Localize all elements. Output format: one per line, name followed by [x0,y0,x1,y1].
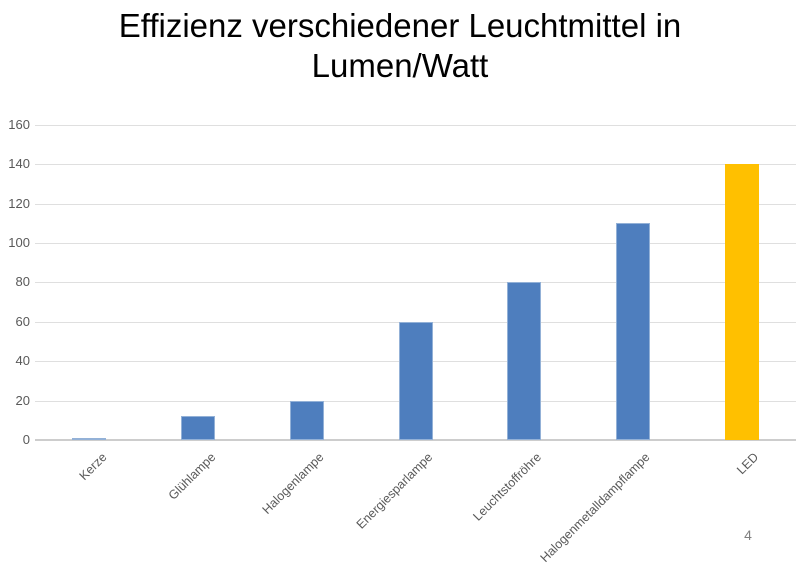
bar-led [724,164,759,440]
gridline-y120 [35,203,796,205]
y-tick-label-0: 0 [22,432,30,447]
y-tick-label-140: 140 [8,156,30,172]
x-category-label-leuchtstoffröhre: Leuchtstoffröhre [470,450,545,524]
y-tick-label-120: 120 [8,195,30,211]
page-number: 4 [744,527,752,543]
x-axis-line [35,439,796,441]
bar-energiesparlampe [398,321,433,440]
x-category-label-glühlampe: Glühlampe [165,450,218,503]
y-tick-label-80: 80 [15,274,30,290]
y-tick-label-40: 40 [15,353,30,369]
x-category-label-kerze: Kerze [76,450,110,483]
gridline-y100 [35,243,796,244]
bar-glühlampe [181,416,216,440]
x-category-label-halogenlampe: Halogenlampe [259,450,327,517]
bar-halogenlampe [289,400,324,440]
gridline-y160 [35,124,796,126]
chart-title: Effizienz verschiedener Leuchtmittel in … [118,7,682,84]
x-category-label-led: LED [734,450,762,478]
gridline-y140 [35,164,796,166]
x-category-label-halogenmetalldampflampe: Halogenmetalldampflampe [537,450,653,565]
y-tick-label-160: 160 [8,116,30,132]
bar-leuchtstoffröhre [507,282,542,440]
bar-kerze [72,438,107,440]
y-tick-label-60: 60 [15,313,30,329]
bar-halogenmetalldampflampe [615,223,650,440]
y-tick-label-100: 100 [8,235,30,250]
y-tick-label-20: 20 [15,392,30,408]
gridline-y80 [35,282,796,284]
x-category-label-energiesparlampe: Energiesparlampe [353,450,436,532]
